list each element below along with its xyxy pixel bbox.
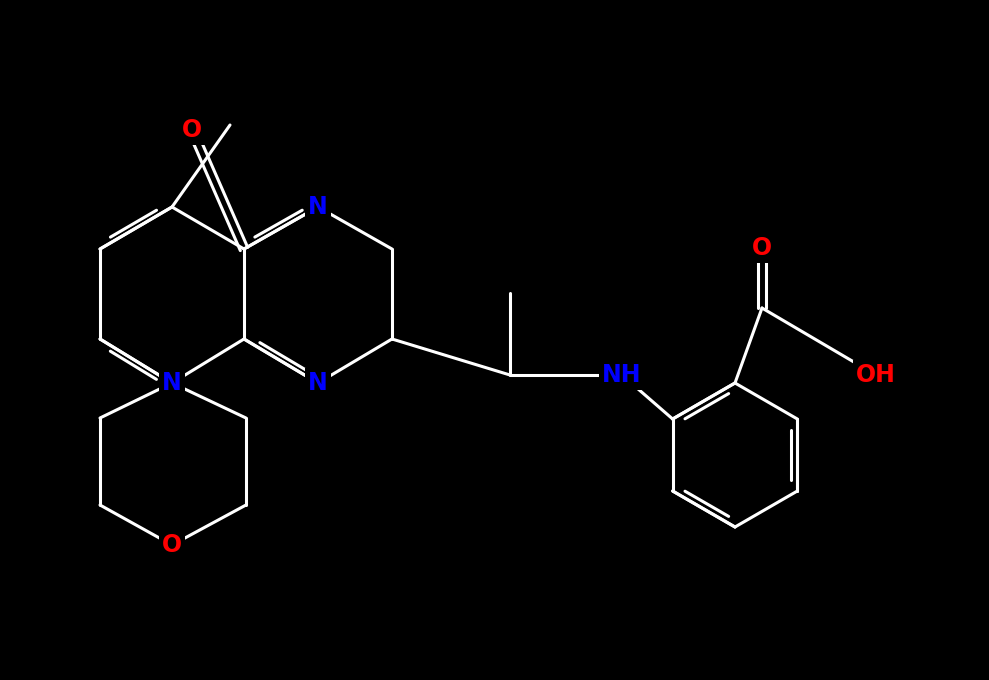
Text: N: N (162, 371, 182, 395)
Text: O: O (162, 533, 182, 557)
Text: NH: NH (602, 363, 642, 387)
Text: N: N (309, 371, 328, 395)
Text: OH: OH (856, 363, 896, 387)
Text: N: N (309, 195, 328, 219)
Text: O: O (752, 236, 772, 260)
Text: O: O (182, 118, 202, 142)
